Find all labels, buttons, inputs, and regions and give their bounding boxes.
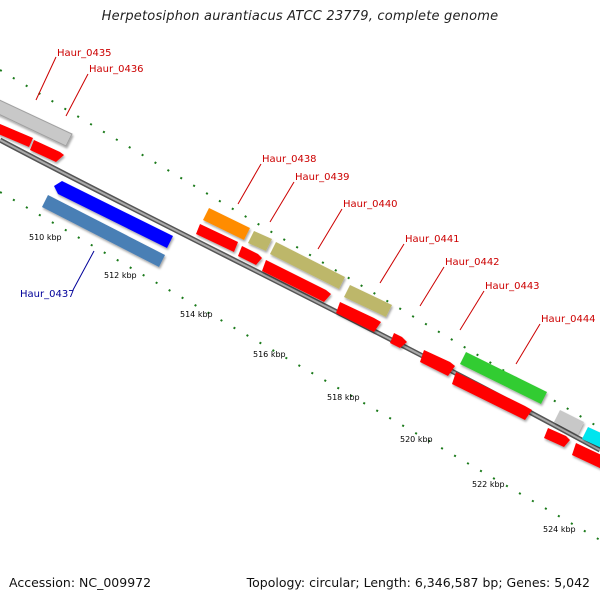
feature-cyan-0445[interactable] xyxy=(582,427,600,449)
feature-cds-0437-reverse[interactable] xyxy=(54,181,173,248)
gene-label-haur-0438[interactable]: Haur_0438 xyxy=(262,154,317,165)
feature-cds-0441[interactable] xyxy=(336,302,381,332)
genome-summary-text: Topology: circular; Length: 6,346,587 bp… xyxy=(246,575,590,590)
scale-label: 514 kbp xyxy=(180,310,213,319)
feature-cds-0445[interactable] xyxy=(572,443,600,470)
feature-green-0443[interactable] xyxy=(460,352,547,404)
feature-khaki-0439[interactable] xyxy=(248,231,272,251)
scale-label: 518 kbp xyxy=(327,393,360,402)
gene-label-haur-0437[interactable]: Haur_0437 xyxy=(20,289,75,300)
feature-cds-0443[interactable] xyxy=(452,372,532,420)
gene-label-haur-0441[interactable]: Haur_0441 xyxy=(405,234,460,245)
accession-text: Accession: NC_009972 xyxy=(9,575,152,590)
gene-label-haur-0444[interactable]: Haur_0444 xyxy=(541,314,596,325)
gene-label-haur-0435[interactable]: Haur_0435 xyxy=(57,48,112,59)
scale-label: 524 kbp xyxy=(543,525,576,534)
feature-cds-0442[interactable] xyxy=(390,333,407,348)
feature-cds-0436[interactable] xyxy=(30,140,64,162)
feature-steelblue-0437[interactable] xyxy=(42,195,165,267)
feature-cds-0443a[interactable] xyxy=(420,350,455,376)
reverse-tick-track xyxy=(0,191,600,541)
feature-khaki-0441[interactable] xyxy=(344,285,392,317)
gene-label-haur-0439[interactable]: Haur_0439 xyxy=(295,172,350,183)
feature-grey-0435[interactable] xyxy=(0,98,73,147)
feature-cds-0444[interactable] xyxy=(544,428,570,447)
scale-label: 516 kbp xyxy=(253,350,286,359)
map-title: Herpetosiphon aurantiacus ATCC 23779, co… xyxy=(101,9,499,24)
gene-label-haur-0440[interactable]: Haur_0440 xyxy=(343,199,398,210)
feature-grey-0444[interactable] xyxy=(554,410,584,434)
scale-label: 520 kbp xyxy=(400,435,433,444)
feature-cds-0439[interactable] xyxy=(238,246,262,265)
feature-orange-0438[interactable] xyxy=(203,208,250,240)
scale-label: 510 kbp xyxy=(29,233,62,242)
scale-label: 522 kbp xyxy=(472,480,505,489)
gene-label-haur-0443[interactable]: Haur_0443 xyxy=(485,281,540,292)
feature-cds-0438[interactable] xyxy=(196,224,238,252)
scale-label: 512 kbp xyxy=(104,271,137,280)
gene-label-haur-0442[interactable]: Haur_0442 xyxy=(445,257,500,268)
label-leaders xyxy=(35,56,541,365)
scale-labels: 510 kbp 512 kbp 514 kbp 516 kbp 518 kbp … xyxy=(29,233,576,534)
gene-labels: Haur_0435 Haur_0436 Haur_0437 Haur_0438 … xyxy=(20,48,596,325)
feature-cds-0440[interactable] xyxy=(262,260,331,302)
feature-cds-0435[interactable] xyxy=(0,124,33,147)
gene-label-haur-0436[interactable]: Haur_0436 xyxy=(89,64,144,75)
feature-khaki-0440[interactable] xyxy=(270,242,345,289)
